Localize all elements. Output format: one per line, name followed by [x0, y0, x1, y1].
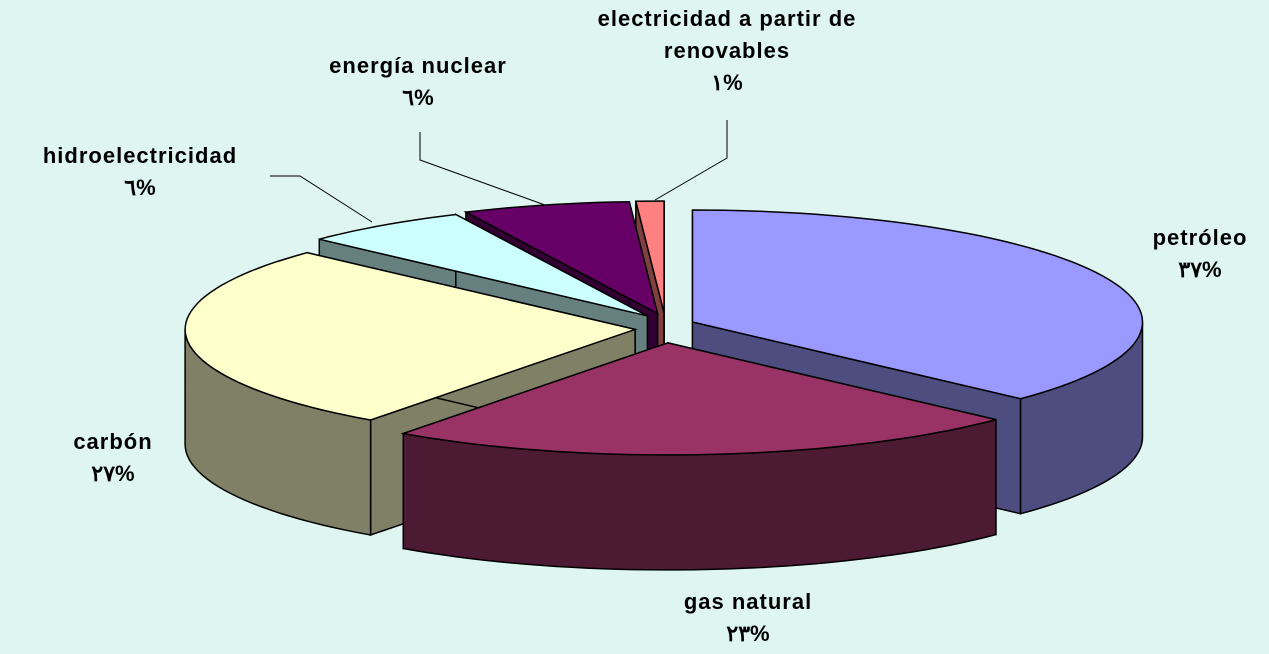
slice-label: electricidad a partir de renovables ١%	[557, 3, 897, 99]
leader-line	[270, 175, 373, 223]
value-label: ٢٧%	[91, 461, 135, 486]
category-label: carbón	[73, 429, 153, 454]
slice-label: petróleo ٣٧%	[1110, 222, 1269, 286]
slice-label: energía nuclear ٦%	[268, 50, 568, 114]
slice	[400, 341, 997, 571]
value-label: ٦%	[402, 85, 434, 110]
value-label: ٣٧%	[1178, 257, 1222, 282]
slice-top	[319, 213, 648, 317]
value-label: ١%	[711, 70, 743, 95]
category-label: energía nuclear	[329, 53, 507, 78]
slice-label: hidroelectricidad ٦%	[0, 140, 290, 204]
leader-lines	[270, 120, 728, 223]
slice-top	[634, 200, 665, 314]
value-label: ٦%	[124, 175, 156, 200]
slice-label: gas natural ٢٣%	[628, 586, 868, 650]
category-label: electricidad a partir de renovables	[597, 6, 857, 63]
category-label: petróleo	[1152, 225, 1248, 250]
slice-top	[463, 200, 659, 315]
leader-line	[419, 132, 546, 206]
slice-top	[184, 251, 638, 421]
category-label: hidroelectricidad	[42, 143, 238, 168]
slice-top	[400, 342, 997, 456]
slice-top	[691, 209, 1144, 400]
leader-line	[654, 120, 728, 201]
slice-label: carbón ٢٧%	[33, 426, 193, 490]
category-label: gas natural	[683, 589, 813, 614]
value-label: ٢٣%	[726, 621, 770, 646]
